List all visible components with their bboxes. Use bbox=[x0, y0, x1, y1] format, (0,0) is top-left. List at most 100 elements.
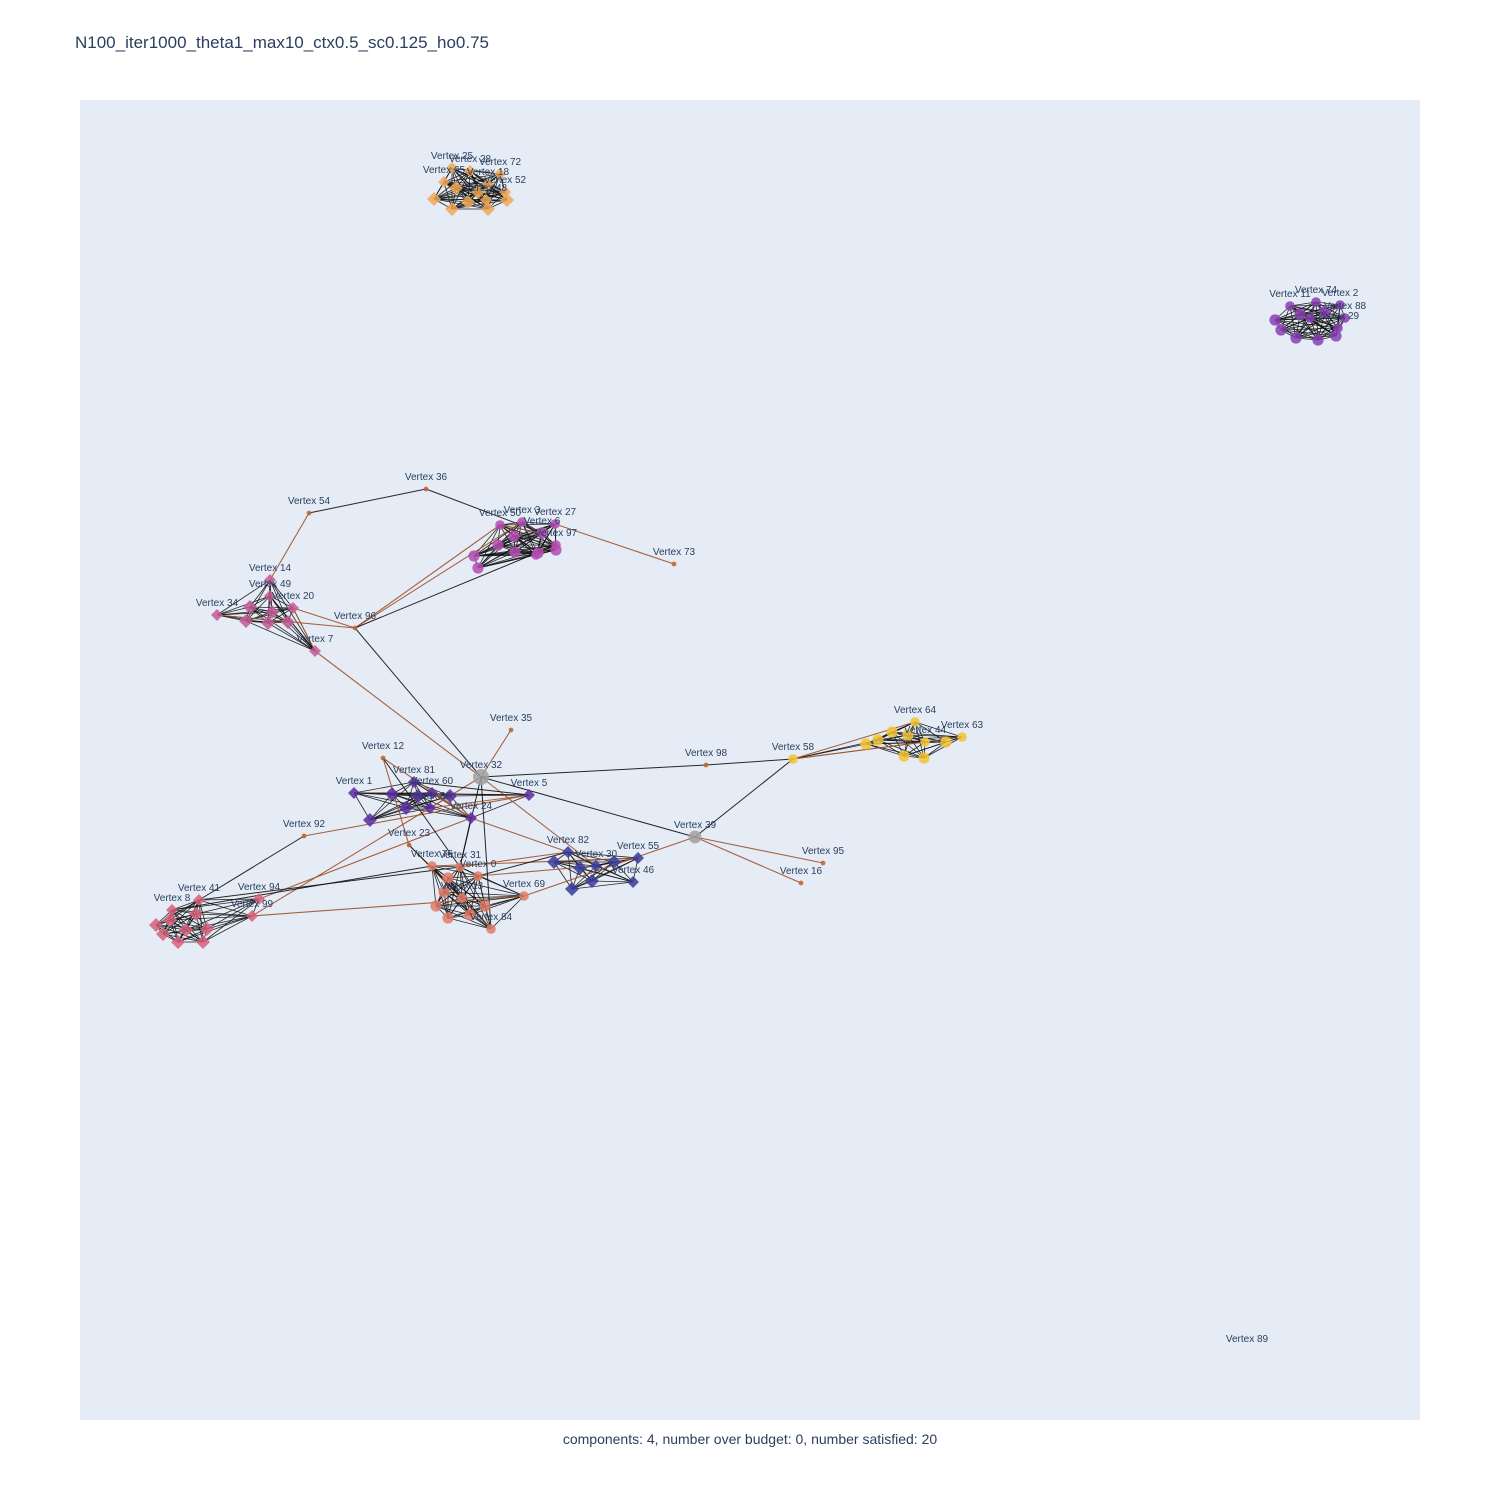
vertex-node[interactable] bbox=[265, 605, 279, 619]
vertex-node[interactable] bbox=[547, 855, 561, 869]
vertex-node[interactable] bbox=[1305, 313, 1315, 323]
vertex-node[interactable] bbox=[492, 539, 504, 551]
vertex-node[interactable] bbox=[798, 880, 804, 886]
vertex-node[interactable] bbox=[408, 776, 420, 788]
vertex-node[interactable] bbox=[494, 168, 506, 180]
vertex-node[interactable] bbox=[585, 874, 599, 888]
vertex-node[interactable] bbox=[301, 833, 307, 839]
vertex-node[interactable] bbox=[1290, 332, 1302, 344]
vertex-node[interactable] bbox=[196, 935, 210, 949]
vertex-node[interactable] bbox=[590, 860, 602, 872]
vertex-node[interactable] bbox=[472, 562, 484, 574]
vertex-node[interactable] bbox=[1312, 334, 1324, 346]
vertex-node[interactable] bbox=[517, 517, 527, 527]
vertex-node[interactable] bbox=[688, 830, 702, 844]
vertex-node[interactable] bbox=[940, 736, 952, 748]
vertex-node[interactable] bbox=[550, 519, 560, 529]
vertex-node[interactable] bbox=[1285, 301, 1295, 311]
vertex-node[interactable] bbox=[1335, 300, 1345, 310]
vertex-node[interactable] bbox=[523, 789, 535, 801]
vertex-node[interactable] bbox=[820, 860, 826, 866]
vertex-node[interactable] bbox=[211, 609, 223, 621]
vertex-node[interactable] bbox=[253, 893, 265, 905]
vertex-node[interactable] bbox=[860, 738, 872, 750]
vertex-node[interactable] bbox=[632, 852, 644, 864]
vertex-node[interactable] bbox=[449, 181, 463, 195]
vertex-node[interactable] bbox=[246, 910, 258, 922]
vertex-node[interactable] bbox=[872, 734, 884, 746]
vertex-node[interactable] bbox=[480, 194, 492, 206]
vertex-node[interactable] bbox=[442, 912, 454, 924]
vertex-node[interactable] bbox=[461, 195, 475, 209]
vertex-node[interactable] bbox=[193, 894, 205, 906]
vertex-node[interactable] bbox=[565, 882, 579, 896]
vertex-node[interactable] bbox=[468, 550, 480, 562]
vertex-node[interactable] bbox=[406, 842, 412, 848]
vertex-node[interactable] bbox=[536, 527, 548, 539]
vertex-node[interactable] bbox=[442, 872, 454, 884]
vertex-node[interactable] bbox=[179, 923, 193, 937]
vertex-node[interactable] bbox=[481, 202, 495, 216]
vertex-node[interactable] bbox=[166, 904, 178, 916]
vertex-node[interactable] bbox=[1294, 308, 1306, 320]
vertex-node[interactable] bbox=[385, 787, 399, 801]
vertex-node[interactable] bbox=[1311, 297, 1321, 307]
vertex-node[interactable] bbox=[427, 861, 437, 871]
vertex-node[interactable] bbox=[399, 801, 413, 815]
vertex-node[interactable] bbox=[163, 913, 177, 927]
vertex-node[interactable] bbox=[239, 614, 253, 628]
vertex-node[interactable] bbox=[430, 900, 442, 912]
vertex-node[interactable] bbox=[264, 574, 276, 586]
vertex-node[interactable] bbox=[287, 602, 299, 614]
vertex-node[interactable] bbox=[423, 486, 429, 492]
vertex-node[interactable] bbox=[281, 615, 295, 629]
vertex-node[interactable] bbox=[1330, 330, 1342, 342]
vertex-node[interactable] bbox=[1319, 306, 1331, 318]
vertex-node[interactable] bbox=[455, 862, 465, 872]
vertex-node[interactable] bbox=[411, 789, 425, 803]
vertex-node[interactable] bbox=[499, 186, 511, 198]
vertex-node[interactable] bbox=[495, 520, 505, 530]
vertex-node[interactable] bbox=[509, 546, 521, 558]
vertex-node[interactable] bbox=[562, 846, 574, 858]
vertex-node[interactable] bbox=[902, 729, 914, 741]
vertex-node[interactable] bbox=[1333, 323, 1343, 333]
vertex-node[interactable] bbox=[443, 789, 457, 803]
vertex-node[interactable] bbox=[309, 645, 321, 657]
vertex-node[interactable] bbox=[149, 918, 163, 932]
vertex-node[interactable] bbox=[424, 802, 436, 814]
vertex-node[interactable] bbox=[788, 754, 798, 764]
vertex-node[interactable] bbox=[886, 726, 898, 738]
vertex-node[interactable] bbox=[1340, 313, 1350, 323]
vertex-node[interactable] bbox=[171, 935, 185, 949]
vertex-node[interactable] bbox=[519, 891, 529, 901]
vertex-node[interactable] bbox=[446, 162, 458, 174]
vertex-node[interactable] bbox=[920, 737, 930, 747]
vertex-node[interactable] bbox=[264, 590, 276, 602]
vertex-node[interactable] bbox=[348, 787, 360, 799]
vertex-node[interactable] bbox=[607, 855, 621, 869]
vertex-node[interactable] bbox=[508, 727, 514, 733]
vertex-node[interactable] bbox=[703, 762, 709, 768]
vertex-node[interactable] bbox=[486, 924, 496, 934]
vertex-node[interactable] bbox=[531, 550, 541, 560]
vertex-node[interactable] bbox=[427, 192, 441, 206]
vertex-node[interactable] bbox=[261, 616, 275, 630]
vertex-node[interactable] bbox=[918, 752, 930, 764]
vertex-node[interactable] bbox=[471, 185, 485, 199]
vertex-node[interactable] bbox=[426, 787, 438, 799]
vertex-node[interactable] bbox=[189, 907, 203, 921]
vertex-node[interactable] bbox=[380, 755, 386, 761]
vertex-node[interactable] bbox=[438, 886, 450, 898]
vertex-node[interactable] bbox=[473, 769, 489, 785]
vertex-node[interactable] bbox=[1269, 314, 1281, 326]
vertex-node[interactable] bbox=[352, 625, 358, 631]
vertex-node[interactable] bbox=[200, 922, 214, 936]
vertex-node[interactable] bbox=[910, 717, 920, 727]
vertex-node[interactable] bbox=[473, 871, 483, 881]
vertex-node[interactable] bbox=[243, 600, 257, 614]
vertex-node[interactable] bbox=[573, 861, 587, 875]
vertex-node[interactable] bbox=[156, 927, 170, 941]
vertex-node[interactable] bbox=[551, 540, 561, 550]
vertex-node[interactable] bbox=[464, 165, 476, 177]
